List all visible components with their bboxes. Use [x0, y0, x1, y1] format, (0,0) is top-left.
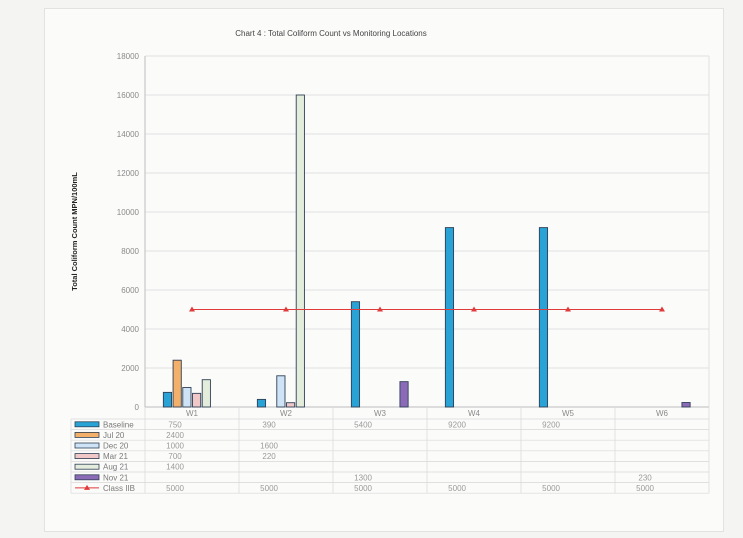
data-label: 5000 [166, 484, 184, 493]
legend-label: Jul 20 [103, 431, 125, 440]
data-label: 1400 [166, 463, 184, 472]
data-label: 230 [638, 473, 652, 482]
data-label: 220 [262, 452, 276, 461]
bar-jul-20-w1 [172, 359, 182, 408]
legend-label: Mar 21 [103, 452, 128, 461]
bar-baseline-w5 [538, 227, 549, 408]
bar-baseline-w2 [256, 398, 267, 408]
legend-label: Class IIB [103, 484, 135, 493]
bar-dec-20-w1 [182, 387, 192, 408]
data-label: 5000 [542, 484, 560, 493]
legend-key-jul-20 [74, 431, 100, 438]
legend-key-mar-21 [74, 453, 100, 460]
x-tick-label: W6 [656, 409, 669, 418]
bar-aug-21-w2 [295, 94, 305, 408]
bar-mar-21-w1 [192, 392, 202, 408]
data-label: 700 [168, 452, 182, 461]
data-label: 5000 [260, 484, 278, 493]
y-tick-label: 2000 [121, 364, 139, 373]
marker-class-iib-w3 [377, 306, 383, 312]
y-tick-label: 18000 [117, 52, 140, 61]
x-tick-label: W4 [468, 409, 481, 418]
bar-baseline-w1 [162, 391, 173, 408]
data-label: 5000 [354, 484, 372, 493]
data-label: 1000 [166, 442, 184, 451]
bar-baseline-w4 [444, 227, 455, 408]
bar-aug-21-w1 [201, 379, 211, 408]
chart-card: Chart 4 : Total Coliform Count vs Monito… [44, 8, 724, 532]
marker-class-iib-w2 [283, 306, 289, 312]
data-label: 5000 [448, 484, 466, 493]
bar-nov-21-w6 [681, 402, 691, 408]
legend-key-baseline [74, 421, 100, 428]
data-label: 5000 [636, 484, 654, 493]
data-label: 9200 [542, 420, 560, 429]
legend-label: Dec 20 [103, 442, 129, 451]
y-tick-label: 6000 [121, 286, 139, 295]
y-tick-label: 14000 [117, 130, 140, 139]
marker-class-iib-w6 [659, 306, 665, 312]
x-tick-label: W3 [374, 409, 387, 418]
y-tick-label: 12000 [117, 169, 140, 178]
x-tick-label: W5 [562, 409, 575, 418]
x-tick-label: W1 [186, 409, 199, 418]
marker-class-iib-w4 [471, 306, 477, 312]
data-label: 5400 [354, 420, 372, 429]
legend-label: Baseline [103, 420, 134, 429]
x-tick-label: W2 [280, 409, 293, 418]
y-tick-label: 16000 [117, 91, 140, 100]
legend-key-nov-21 [74, 474, 100, 481]
bar-nov-21-w3 [399, 381, 409, 408]
chart-title: Chart 4 : Total Coliform Count vs Monito… [235, 29, 427, 38]
data-label: 390 [262, 420, 276, 429]
data-label: 750 [168, 420, 182, 429]
marker-class-iib-w5 [565, 306, 571, 312]
legend-label: Aug 21 [103, 463, 129, 472]
legend-label: Nov 21 [103, 473, 129, 482]
y-tick-label: 4000 [121, 325, 139, 334]
legend-key-dec-20 [74, 442, 100, 449]
legend-marker-class-iib [84, 484, 90, 490]
bar-mar-21-w2 [286, 402, 296, 408]
y-tick-label: 8000 [121, 247, 139, 256]
data-label: 1600 [260, 442, 278, 451]
y-tick-label: 0 [135, 403, 140, 412]
y-tick-label: 10000 [117, 208, 140, 217]
y-axis-label: Total Coliform Count MPN/100mL [70, 172, 79, 291]
bar-baseline-w3 [350, 301, 361, 408]
data-label: 9200 [448, 420, 466, 429]
legend-key-aug-21 [74, 463, 100, 470]
data-label: 1300 [354, 473, 372, 482]
marker-class-iib-w1 [189, 306, 195, 312]
coliform-chart: Chart 4 : Total Coliform Count vs Monito… [70, 29, 710, 494]
bar-dec-20-w2 [276, 375, 286, 408]
data-label: 2400 [166, 431, 184, 440]
